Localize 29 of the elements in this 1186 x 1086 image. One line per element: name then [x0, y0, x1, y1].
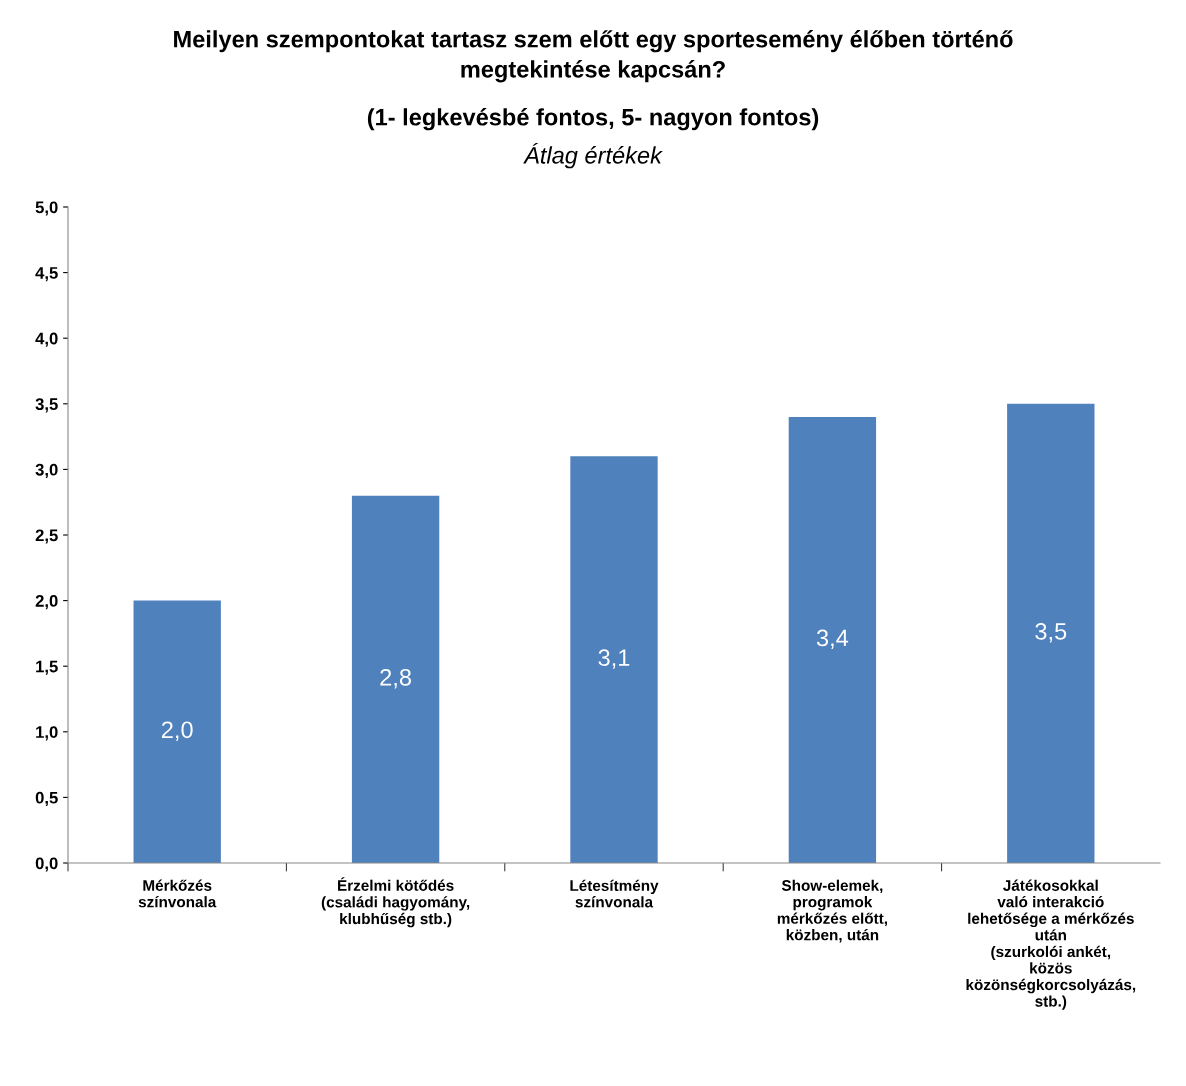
chart-title: Meilyen szempontokat tartasz szem előtt egy sportesemény élőben történő megtekintése kapcsán? [174, 30, 1013, 83]
bar [570, 456, 658, 863]
data-label: 2,0 [161, 721, 193, 741]
y-tick-label: 1,0 [36, 726, 58, 741]
bar [788, 416, 877, 863]
data-label: 3,4 [816, 629, 849, 650]
bar [133, 600, 221, 863]
y-tick-label: 4,0 [35, 332, 58, 347]
data-label: 3,5 [1035, 623, 1067, 643]
x-tick-label: Játékosokkal való interakció lehetősége a mérkőzés után (szurkolói ankét, közös közönségkorcsolyázás, stb.) [966, 879, 1136, 1010]
chart-subtitle: (1- legkevésbé fontos, 5- nagyon fontos) [367, 108, 819, 131]
y-tick-label: 0,0 [35, 857, 58, 872]
y-tick-label: 5,0 [35, 201, 58, 216]
y-tick-label: 4,5 [35, 267, 58, 282]
y-tick-label: 2,5 [35, 529, 58, 544]
text: Átlag értékek [523, 143, 663, 169]
x-tick-label: Mérkőzés színvonala [138, 879, 217, 908]
y-tick-label: 1,5 [36, 660, 58, 675]
x-tick-label: Show-elemek, programok mérkőzés előtt, közben, után [777, 879, 887, 943]
y-tick-label: 0,5 [35, 791, 58, 807]
y-tick-label: 2,0 [35, 595, 58, 610]
bar [1007, 403, 1095, 863]
y-tick-label: 3,0 [35, 463, 58, 479]
data-label: 3,1 [598, 649, 630, 669]
x-tick-label: Létesítmény színvonala [570, 879, 659, 908]
x-tick-label: Érzelmi kötődés (családi hagyomány, klubhűség stb.) [321, 877, 470, 928]
data-label: 2,8 [380, 668, 411, 689]
y-tick-label: 3,5 [35, 398, 58, 413]
bar [351, 495, 440, 863]
